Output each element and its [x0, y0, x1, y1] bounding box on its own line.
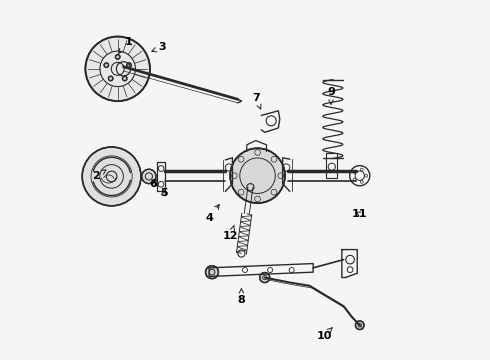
Circle shape	[116, 55, 120, 59]
Text: 7: 7	[252, 93, 261, 109]
Circle shape	[260, 273, 270, 283]
Circle shape	[230, 148, 285, 203]
Circle shape	[355, 321, 364, 329]
Text: 6: 6	[149, 179, 157, 189]
Circle shape	[82, 147, 141, 206]
Text: 11: 11	[352, 209, 368, 219]
Text: 2: 2	[92, 170, 106, 181]
Text: 8: 8	[238, 289, 245, 305]
Circle shape	[85, 37, 150, 101]
Circle shape	[127, 63, 131, 67]
Text: 3: 3	[152, 42, 166, 52]
Text: 9: 9	[327, 87, 335, 104]
Circle shape	[104, 63, 109, 67]
Text: 1: 1	[119, 37, 132, 53]
Text: 5: 5	[161, 188, 168, 198]
Text: 12: 12	[223, 225, 239, 240]
Circle shape	[205, 266, 219, 279]
Circle shape	[122, 76, 127, 81]
Circle shape	[108, 76, 113, 81]
Text: 10: 10	[316, 328, 332, 341]
Circle shape	[142, 169, 156, 184]
Text: 4: 4	[205, 204, 219, 222]
